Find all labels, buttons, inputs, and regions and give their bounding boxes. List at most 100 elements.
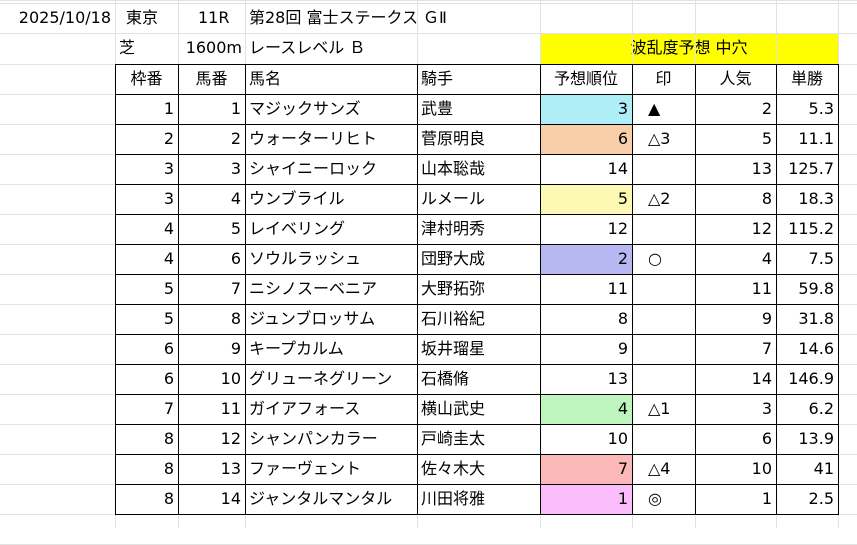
umaban-cell[interactable]: 5 — [230, 219, 241, 238]
umaban-cell[interactable]: 2 — [230, 129, 241, 148]
umaban-cell[interactable]: 1 — [230, 99, 241, 118]
popularity-cell[interactable]: 4 — [761, 249, 772, 268]
upset-forecast[interactable]: 波乱度予想 中穴 — [630, 38, 748, 57]
column-header[interactable]: 騎手 — [421, 69, 454, 88]
race-date[interactable]: 2025/10/18 — [18, 8, 111, 27]
jockey-cell[interactable]: 川田将雅 — [421, 489, 486, 508]
popularity-cell[interactable]: 11 — [751, 279, 772, 298]
race-number[interactable]: 11R — [198, 8, 230, 27]
rank-cell[interactable]: 1 — [617, 489, 628, 508]
column-header[interactable]: 単勝 — [790, 69, 823, 88]
jockey-cell[interactable]: 石川裕紀 — [421, 309, 486, 328]
waku-cell[interactable]: 4 — [163, 249, 174, 268]
mark-cell[interactable]: ▲ — [648, 99, 661, 118]
horse-name-cell[interactable]: グリューネグリーン — [249, 369, 393, 388]
rank-cell[interactable]: 13 — [607, 369, 628, 388]
horse-name-cell[interactable]: シャイニーロック — [249, 159, 378, 178]
horse-name-cell[interactable]: ソウルラッシュ — [249, 249, 362, 268]
horse-name-cell[interactable]: ジャンタルマンタル — [249, 489, 393, 508]
horse-name-cell[interactable]: ニシノスーベニア — [249, 279, 378, 298]
race-surface[interactable]: 芝 — [119, 38, 136, 57]
popularity-cell[interactable]: 10 — [751, 459, 772, 478]
race-venue[interactable]: 東京 — [126, 8, 159, 27]
jockey-cell[interactable]: 津村明秀 — [421, 219, 486, 238]
waku-cell[interactable]: 5 — [163, 279, 174, 298]
mark-cell[interactable]: △4 — [648, 459, 671, 478]
jockey-cell[interactable]: 菅原明良 — [421, 129, 486, 148]
popularity-cell[interactable]: 7 — [761, 339, 772, 358]
jockey-cell[interactable]: 大野拓弥 — [421, 279, 486, 298]
rank-cell[interactable]: 3 — [617, 99, 628, 118]
waku-cell[interactable]: 7 — [163, 399, 174, 418]
rank-cell[interactable]: 11 — [607, 279, 628, 298]
popularity-cell[interactable]: 14 — [751, 369, 772, 388]
horse-name-cell[interactable]: レイベリング — [249, 219, 346, 238]
rank-cell[interactable]: 5 — [617, 189, 628, 208]
umaban-cell[interactable]: 10 — [220, 369, 241, 388]
umaban-cell[interactable]: 14 — [220, 489, 241, 508]
horse-name-cell[interactable]: ファーヴェント — [249, 459, 362, 478]
column-header[interactable]: 枠番 — [130, 69, 163, 88]
umaban-cell[interactable]: 12 — [220, 429, 241, 448]
popularity-cell[interactable]: 8 — [761, 189, 772, 208]
odds-cell[interactable]: 2.5 — [808, 489, 834, 508]
popularity-cell[interactable]: 2 — [761, 99, 772, 118]
odds-cell[interactable]: 13.9 — [798, 429, 834, 448]
mark-cell[interactable]: △1 — [648, 399, 671, 418]
horse-name-cell[interactable]: キープカルム — [249, 339, 344, 358]
odds-cell[interactable]: 6.2 — [808, 399, 834, 418]
jockey-cell[interactable]: 佐々木大 — [421, 459, 486, 478]
race-distance[interactable]: 1600m — [185, 38, 242, 57]
popularity-cell[interactable]: 3 — [761, 399, 772, 418]
umaban-cell[interactable]: 4 — [230, 189, 241, 208]
column-header[interactable]: 人気 — [719, 69, 752, 88]
popularity-cell[interactable]: 9 — [761, 309, 772, 328]
waku-cell[interactable]: 8 — [163, 429, 174, 448]
jockey-cell[interactable]: 戸崎圭太 — [421, 429, 486, 448]
horse-name-cell[interactable]: シャンパンカラー — [249, 429, 378, 448]
rank-cell[interactable]: 9 — [617, 339, 628, 358]
jockey-cell[interactable]: 坂井瑠星 — [421, 339, 486, 358]
rank-cell[interactable]: 14 — [607, 159, 628, 178]
jockey-cell[interactable]: ルメール — [421, 189, 486, 208]
popularity-cell[interactable]: 13 — [751, 159, 772, 178]
horse-name-cell[interactable]: マジックサンズ — [249, 99, 361, 118]
jockey-cell[interactable]: 山本聡哉 — [421, 159, 486, 178]
rank-cell[interactable]: 2 — [617, 249, 628, 268]
umaban-cell[interactable]: 3 — [230, 159, 241, 178]
waku-cell[interactable]: 3 — [163, 189, 174, 208]
rank-cell[interactable]: 7 — [617, 459, 628, 478]
umaban-cell[interactable]: 11 — [220, 399, 241, 418]
race-name[interactable]: 第28回 富士ステークス ＧⅡ — [249, 8, 447, 27]
waku-cell[interactable]: 3 — [163, 159, 174, 178]
odds-cell[interactable]: 7.5 — [808, 249, 834, 268]
umaban-cell[interactable]: 6 — [230, 249, 241, 268]
waku-cell[interactable]: 6 — [163, 369, 174, 388]
umaban-cell[interactable]: 9 — [230, 339, 241, 358]
mark-cell[interactable]: △2 — [648, 189, 671, 208]
rank-cell[interactable]: 4 — [617, 399, 628, 418]
mark-cell[interactable]: △3 — [648, 129, 671, 148]
rank-cell[interactable]: 6 — [617, 129, 628, 148]
mark-cell[interactable]: ◎ — [648, 489, 662, 508]
waku-cell[interactable]: 6 — [163, 339, 174, 358]
horse-name-cell[interactable]: ウンブライル — [249, 189, 345, 208]
rank-cell[interactable]: 12 — [607, 219, 628, 238]
jockey-cell[interactable]: 横山武史 — [421, 399, 486, 418]
popularity-cell[interactable]: 12 — [751, 219, 772, 238]
column-header[interactable]: 馬番 — [195, 69, 228, 88]
odds-cell[interactable]: 41 — [813, 459, 834, 478]
odds-cell[interactable]: 11.1 — [798, 129, 834, 148]
odds-cell[interactable]: 115.2 — [788, 219, 834, 238]
odds-cell[interactable]: 146.9 — [788, 369, 834, 388]
popularity-cell[interactable]: 6 — [761, 429, 772, 448]
odds-cell[interactable]: 18.3 — [798, 189, 834, 208]
column-header[interactable]: 馬名 — [249, 69, 282, 88]
horse-name-cell[interactable]: ジュンブロッサム — [249, 309, 376, 328]
odds-cell[interactable]: 31.8 — [798, 309, 834, 328]
popularity-cell[interactable]: 5 — [761, 129, 772, 148]
umaban-cell[interactable]: 8 — [230, 309, 241, 328]
waku-cell[interactable]: 2 — [163, 129, 174, 148]
waku-cell[interactable]: 5 — [163, 309, 174, 328]
